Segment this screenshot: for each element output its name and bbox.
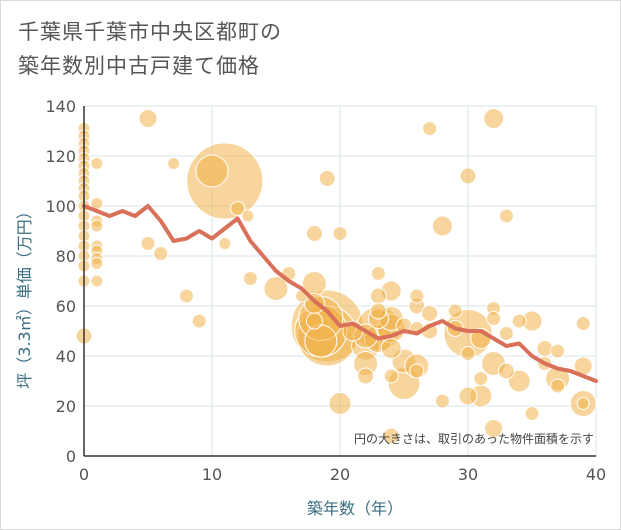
bubble-point: [332, 226, 348, 241]
bubble-point: [90, 257, 104, 270]
bubble-point: [369, 287, 387, 305]
bubble-point: [576, 397, 590, 410]
bubble-point: [484, 419, 504, 438]
bubble-point: [575, 316, 591, 331]
y-tick-label: 0: [66, 447, 76, 466]
bubble-point: [380, 338, 402, 359]
bubble-point: [498, 326, 514, 341]
bubble-point: [370, 266, 386, 281]
bubble-point: [498, 208, 514, 224]
chart-title-line-2: 築年数別中古戸建て価格: [18, 54, 260, 78]
bubble-point: [242, 271, 258, 286]
bubble-point: [421, 305, 439, 322]
bubble-point: [486, 311, 502, 326]
bubble-point: [447, 303, 463, 319]
y-tick-label: 60: [56, 297, 76, 316]
average-price-line: [82, 204, 598, 383]
y-axis-title: 坪（3.3㎡）単価（万円）: [15, 203, 34, 388]
bubble-point: [511, 313, 527, 329]
x-tick-label: 40: [586, 465, 606, 484]
bubble-point: [422, 121, 438, 136]
tick-labels: 0 20 40 60 80 100 120 140 0 10 20 30 40: [45, 97, 606, 484]
bubble-point: [507, 369, 531, 393]
bubble-point: [550, 343, 566, 359]
bubble-point: [328, 392, 352, 415]
x-tick-label: 0: [79, 465, 89, 484]
x-axis-title: 築年数（年）: [307, 499, 403, 518]
y-tick-label: 140: [45, 97, 76, 116]
bubble-point: [536, 340, 554, 357]
bubble-point: [409, 288, 425, 304]
bubble-point: [357, 367, 375, 385]
bubble-point: [434, 393, 450, 409]
bubble-point: [550, 378, 566, 394]
bubble-size-note: 円の大きさは、取引のあった物件面積を示す: [354, 431, 594, 446]
bubble-point: [241, 209, 255, 223]
bubble-point: [138, 109, 158, 128]
bubble-point: [90, 157, 104, 170]
x-tick-label: 10: [202, 465, 222, 484]
bubble-point: [431, 215, 453, 237]
bubble-point: [191, 313, 207, 329]
chart-title-line-1: 千葉県千葉市中央区都町の: [18, 20, 282, 44]
x-tick-label: 20: [330, 465, 350, 484]
bubble-point: [230, 201, 246, 216]
trend-line-series: [82, 204, 598, 383]
bubble-point: [167, 157, 181, 170]
y-tick-label: 40: [56, 347, 76, 366]
bubble-point: [458, 386, 478, 406]
y-tick-label: 80: [56, 247, 76, 266]
y-tick-label: 20: [56, 397, 76, 416]
bubble-point: [459, 167, 477, 185]
bubble-point: [140, 236, 156, 251]
bubble-point: [90, 274, 104, 288]
bubble-point: [369, 302, 387, 320]
y-tick-label: 120: [45, 147, 76, 166]
bubble-series: [75, 108, 597, 445]
bubble-point: [497, 362, 515, 380]
bubble-point: [382, 427, 400, 445]
bubble-point: [305, 225, 323, 242]
bubble-point: [153, 246, 169, 261]
bubble-point: [318, 170, 336, 187]
bubble-point: [305, 312, 323, 330]
bubble-point: [195, 154, 229, 188]
chart-title: 千葉県千葉市中央区都町の 築年数別中古戸建て価格: [18, 15, 282, 83]
y-tick-label: 100: [45, 197, 76, 216]
bubble-point: [304, 324, 338, 358]
bubble-point: [178, 288, 194, 304]
bubble-point: [218, 237, 232, 250]
bubble-point: [263, 276, 289, 301]
bubble-point: [460, 346, 476, 361]
bubble-point: [409, 363, 425, 379]
bubble-point: [483, 108, 505, 129]
x-tick-label: 30: [458, 465, 478, 484]
bubble-point: [90, 219, 104, 233]
bubble-point: [383, 368, 399, 384]
bubble-point: [473, 371, 489, 386]
bubble-point: [524, 406, 540, 421]
axes: [83, 106, 596, 457]
